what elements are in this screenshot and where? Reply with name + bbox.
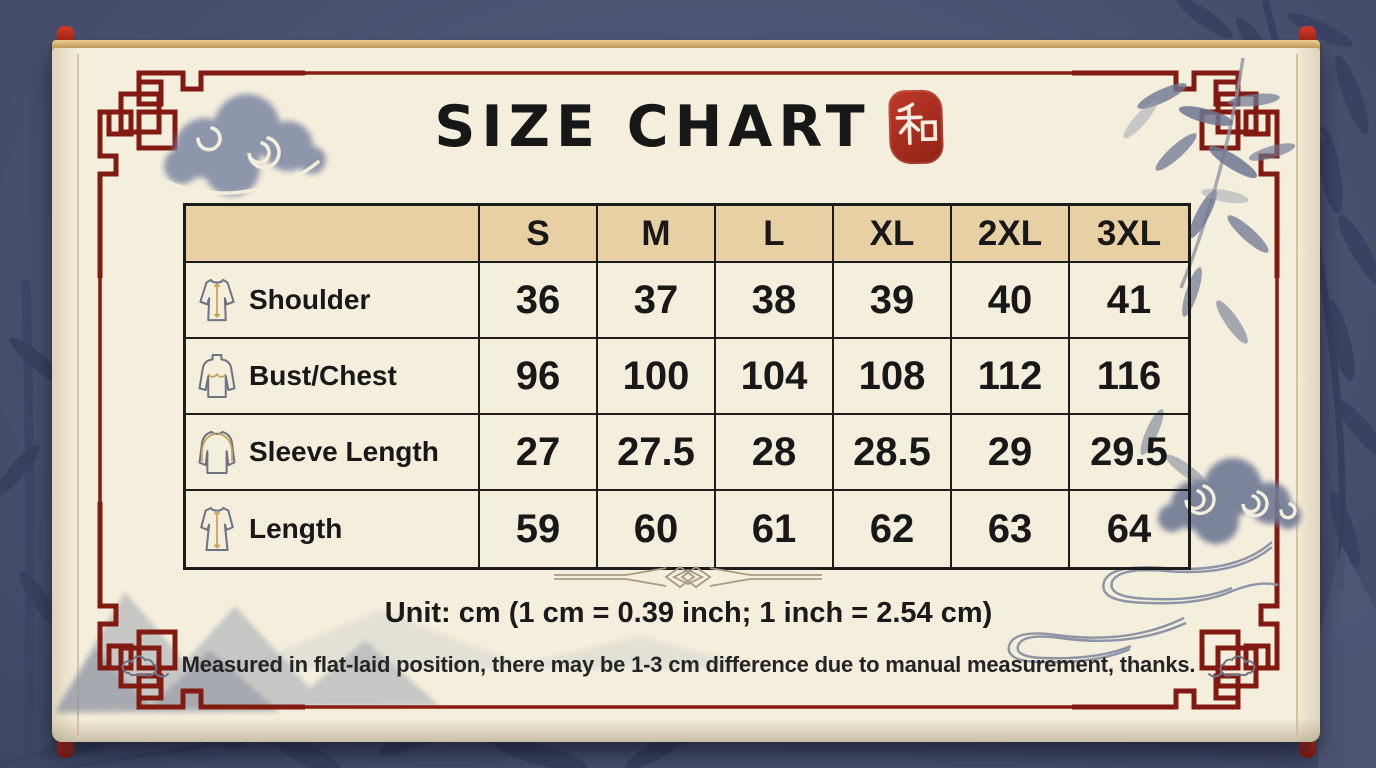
header-size-2xl: 2XL — [952, 206, 1070, 263]
size-value-cell: 59 — [480, 491, 598, 567]
size-value-cell: 116 — [1070, 339, 1188, 415]
harmony-seal-icon — [887, 89, 944, 165]
row-label-shoulder: Shoulder — [186, 263, 480, 339]
unit-note: Unit: cm (1 cm = 0.39 inch; 1 inch = 2.5… — [384, 597, 993, 629]
size-value-cell: 112 — [952, 339, 1070, 415]
header-size-l: L — [716, 206, 834, 263]
header-size-s: S — [480, 206, 598, 263]
size-value-cell: 62 — [834, 491, 952, 567]
size-value-cell: 108 — [834, 339, 952, 415]
size-value-cell: 104 — [716, 339, 834, 415]
size-value-cell: 38 — [716, 263, 834, 339]
header-size-xl: XL — [834, 206, 952, 263]
header-size-m: M — [598, 206, 716, 263]
size-value-cell: 29.5 — [1070, 415, 1188, 491]
page-title: SIZE CHART — [434, 94, 871, 160]
paper-crease-right — [1296, 54, 1298, 736]
size-value-cell: 28.5 — [834, 415, 952, 491]
length-garment-icon — [200, 506, 234, 552]
header-empty-cell — [186, 206, 480, 263]
size-table: S M L XL 2XL 3XL Shoulder 36 37 38 39 40… — [183, 203, 1191, 570]
cloud-icon — [1208, 655, 1256, 678]
size-value-cell: 36 — [480, 263, 598, 339]
size-value-cell: 96 — [480, 339, 598, 415]
size-value-cell: 40 — [952, 263, 1070, 339]
row-label-text: Shoulder — [249, 284, 371, 315]
size-value-cell: 64 — [1106, 506, 1152, 551]
row-label-text: Sleeve Length — [249, 436, 439, 467]
shoulder-garment-icon — [199, 278, 235, 322]
size-value-cell: 27.5 — [598, 415, 716, 491]
title-row: SIZE CHART — [95, 89, 1282, 165]
bust-garment-icon — [198, 353, 236, 399]
size-value-cell: 27 — [480, 415, 598, 491]
row-label-length: Length — [186, 491, 480, 567]
measurement-note-row: Measured in flat-laid position, there ma… — [95, 648, 1282, 682]
size-value-cell: 63 — [952, 491, 1070, 567]
row-label-text: Length — [249, 513, 343, 544]
measurement-note: Measured in flat-laid position, there ma… — [181, 652, 1196, 677]
size-value-cell: 39 — [834, 263, 952, 339]
size-value-cell: 28 — [716, 415, 834, 491]
size-value-cell: 37 — [598, 263, 716, 339]
knot-divider-ornament — [554, 565, 822, 589]
size-value-cell: 60 — [598, 491, 716, 567]
paper-crease-left — [77, 54, 79, 736]
row-label-text: Bust/Chest — [249, 360, 397, 391]
cloud-icon — [121, 655, 169, 678]
size-value-cell: 100 — [598, 339, 716, 415]
sleeve-garment-icon — [198, 430, 236, 475]
size-value-cell: 61 — [716, 491, 834, 567]
row-label-sleeve: Sleeve Length — [186, 415, 480, 491]
row-label-bust: Bust/Chest — [186, 339, 480, 415]
size-value-cell: 29 — [952, 415, 1070, 491]
header-size-3xl: 3XL — [1070, 206, 1188, 263]
harmony-character — [895, 102, 937, 146]
size-value-cell: 41 — [1070, 263, 1188, 339]
